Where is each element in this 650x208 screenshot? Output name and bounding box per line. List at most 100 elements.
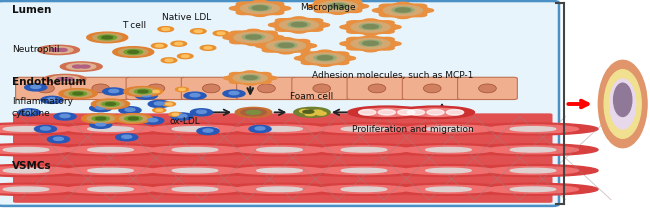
- Ellipse shape: [392, 7, 414, 13]
- Circle shape: [116, 134, 138, 141]
- Ellipse shape: [87, 115, 114, 122]
- Ellipse shape: [92, 116, 109, 121]
- Ellipse shape: [312, 0, 364, 13]
- Ellipse shape: [340, 25, 354, 29]
- Circle shape: [141, 94, 151, 97]
- Ellipse shape: [0, 144, 91, 156]
- Circle shape: [161, 58, 177, 63]
- Ellipse shape: [249, 5, 271, 11]
- Ellipse shape: [229, 73, 242, 76]
- Ellipse shape: [243, 76, 257, 79]
- Circle shape: [378, 110, 395, 115]
- Circle shape: [47, 136, 70, 143]
- Text: Adhesion molecules, such as MCP-1: Adhesion molecules, such as MCP-1: [312, 71, 473, 80]
- Ellipse shape: [65, 146, 156, 154]
- Ellipse shape: [259, 80, 271, 83]
- Circle shape: [96, 123, 106, 126]
- Circle shape: [54, 113, 76, 120]
- Ellipse shape: [341, 147, 387, 152]
- Ellipse shape: [46, 144, 176, 156]
- Ellipse shape: [269, 11, 283, 15]
- Ellipse shape: [294, 56, 309, 60]
- FancyBboxPatch shape: [16, 77, 75, 100]
- Ellipse shape: [234, 1, 286, 15]
- Circle shape: [40, 127, 51, 130]
- Ellipse shape: [377, 3, 429, 17]
- Ellipse shape: [347, 9, 361, 12]
- Circle shape: [96, 106, 106, 109]
- Ellipse shape: [102, 102, 119, 106]
- Ellipse shape: [334, 61, 348, 64]
- Ellipse shape: [331, 0, 345, 2]
- Circle shape: [41, 96, 63, 103]
- Ellipse shape: [150, 146, 240, 154]
- Ellipse shape: [57, 78, 66, 80]
- Ellipse shape: [468, 123, 598, 135]
- FancyBboxPatch shape: [402, 77, 462, 100]
- Ellipse shape: [98, 35, 116, 40]
- Ellipse shape: [380, 4, 394, 8]
- Ellipse shape: [253, 0, 267, 4]
- Ellipse shape: [403, 146, 494, 154]
- Circle shape: [171, 41, 187, 46]
- Ellipse shape: [227, 30, 280, 45]
- Ellipse shape: [403, 125, 494, 133]
- Ellipse shape: [598, 60, 647, 148]
- Ellipse shape: [128, 51, 138, 53]
- Circle shape: [119, 107, 141, 114]
- Ellipse shape: [257, 187, 302, 192]
- Ellipse shape: [234, 125, 325, 133]
- Ellipse shape: [259, 73, 271, 76]
- Ellipse shape: [234, 167, 325, 175]
- Ellipse shape: [64, 90, 92, 97]
- Ellipse shape: [252, 6, 268, 10]
- Text: Macrophage: Macrophage: [300, 3, 356, 12]
- Ellipse shape: [135, 89, 151, 94]
- Ellipse shape: [227, 72, 273, 84]
- Ellipse shape: [275, 42, 297, 48]
- Ellipse shape: [263, 40, 277, 43]
- Ellipse shape: [315, 23, 330, 27]
- Circle shape: [142, 117, 164, 124]
- Ellipse shape: [224, 76, 236, 80]
- Ellipse shape: [36, 84, 55, 93]
- Ellipse shape: [88, 187, 133, 192]
- Ellipse shape: [299, 183, 429, 195]
- Ellipse shape: [610, 79, 636, 129]
- Ellipse shape: [510, 127, 556, 131]
- Circle shape: [151, 43, 167, 48]
- Circle shape: [148, 100, 170, 108]
- Ellipse shape: [308, 19, 322, 22]
- Ellipse shape: [130, 183, 260, 195]
- Ellipse shape: [313, 84, 331, 93]
- Circle shape: [156, 109, 162, 111]
- Ellipse shape: [102, 36, 112, 39]
- Ellipse shape: [341, 127, 387, 131]
- Circle shape: [24, 110, 34, 113]
- Ellipse shape: [120, 115, 147, 122]
- Ellipse shape: [302, 61, 316, 64]
- Ellipse shape: [330, 4, 346, 8]
- Ellipse shape: [294, 107, 330, 117]
- Ellipse shape: [229, 80, 242, 83]
- Ellipse shape: [292, 17, 306, 21]
- Circle shape: [190, 94, 200, 97]
- Ellipse shape: [57, 48, 67, 51]
- Ellipse shape: [92, 84, 110, 93]
- Ellipse shape: [314, 55, 336, 61]
- Circle shape: [213, 31, 229, 36]
- Ellipse shape: [395, 8, 411, 12]
- Ellipse shape: [3, 168, 49, 173]
- Ellipse shape: [380, 13, 394, 17]
- Ellipse shape: [468, 183, 598, 195]
- Ellipse shape: [223, 36, 237, 39]
- Ellipse shape: [614, 83, 632, 116]
- Ellipse shape: [368, 84, 386, 93]
- Ellipse shape: [233, 73, 267, 83]
- Circle shape: [25, 84, 47, 91]
- Ellipse shape: [263, 31, 277, 35]
- FancyBboxPatch shape: [126, 77, 186, 100]
- Ellipse shape: [230, 40, 244, 44]
- Ellipse shape: [363, 25, 378, 29]
- Ellipse shape: [130, 123, 260, 135]
